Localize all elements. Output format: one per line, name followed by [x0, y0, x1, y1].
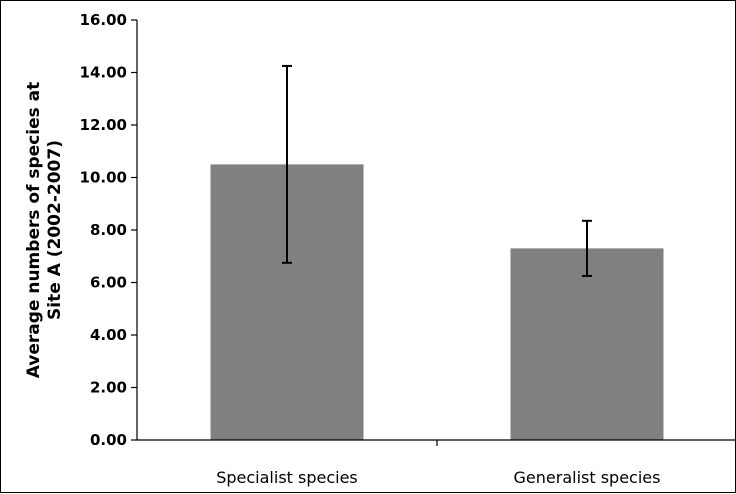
y-tick-label: 0.00: [90, 431, 127, 449]
y-axis-title-line-1: Average numbers of species at: [24, 82, 44, 379]
y-tick-labels: 0.00 2.00 4.00 6.00 8.00 10.00 12.00 14.00 16.00: [80, 11, 127, 449]
y-axis-title-line-2: Site A (2002-2007): [45, 140, 65, 320]
y-tick-label: 10.00: [80, 169, 127, 187]
y-tick-label: 6.00: [90, 274, 127, 292]
y-tick-marks: [131, 19, 137, 441]
y-tick-label: 2.00: [90, 379, 127, 397]
bar-generalist-species: [510, 248, 664, 440]
category-label: Specialist species: [216, 468, 358, 487]
category-labels: Specialist species Generalist species: [216, 468, 660, 487]
y-tick-label: 4.00: [90, 326, 127, 344]
category-label: Generalist species: [514, 468, 661, 487]
error-bars: [282, 64, 592, 277]
y-tick-label: 12.00: [80, 116, 127, 134]
y-tick-label: 8.00: [90, 221, 127, 239]
y-tick-label: 14.00: [80, 64, 127, 82]
y-tick-label: 16.00: [80, 11, 127, 29]
bars: [210, 164, 664, 440]
